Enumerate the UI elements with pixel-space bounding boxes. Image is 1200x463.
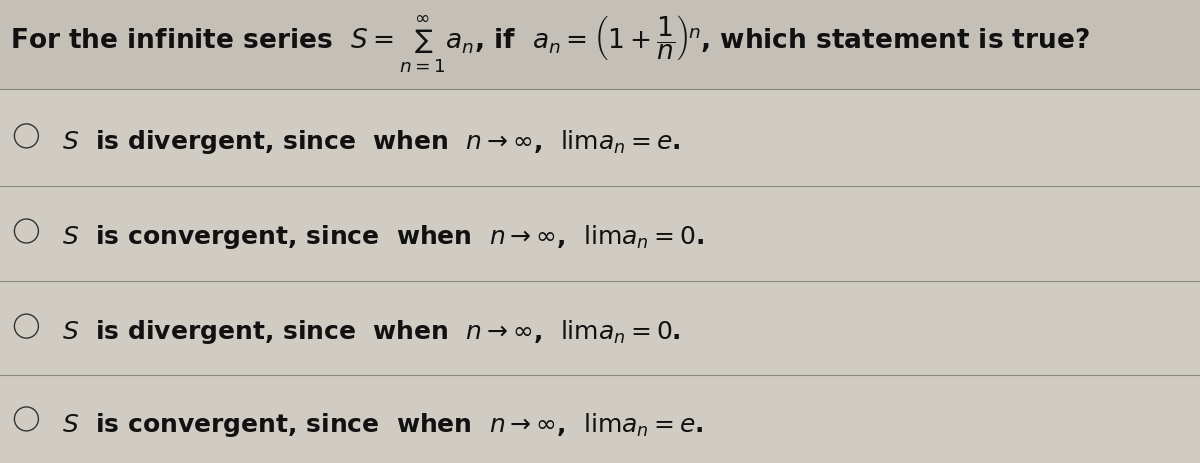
- Bar: [0, 0, 1200, 90]
- Text: $S$  is divergent, since  when  $n \to \infty$,  $\lim a_n = 0$.: $S$ is divergent, since when $n \to \inf…: [62, 317, 682, 345]
- Text: $S$  is convergent, since  when  $n \to \infty$,  $\lim a_n = e$.: $S$ is convergent, since when $n \to \in…: [62, 410, 704, 438]
- Text: $S$  is divergent, since  when  $n \to \infty$,  $\lim a_n = e$.: $S$ is divergent, since when $n \to \inf…: [62, 127, 680, 155]
- Text: $S$  is convergent, since  when  $n \to \infty$,  $\lim a_n = 0$.: $S$ is convergent, since when $n \to \in…: [62, 222, 704, 250]
- Text: For the infinite series  $S = \sum_{n=1}^{\infty} a_n$, if  $a_n = \left(1 + \df: For the infinite series $S = \sum_{n=1}^…: [10, 13, 1090, 75]
